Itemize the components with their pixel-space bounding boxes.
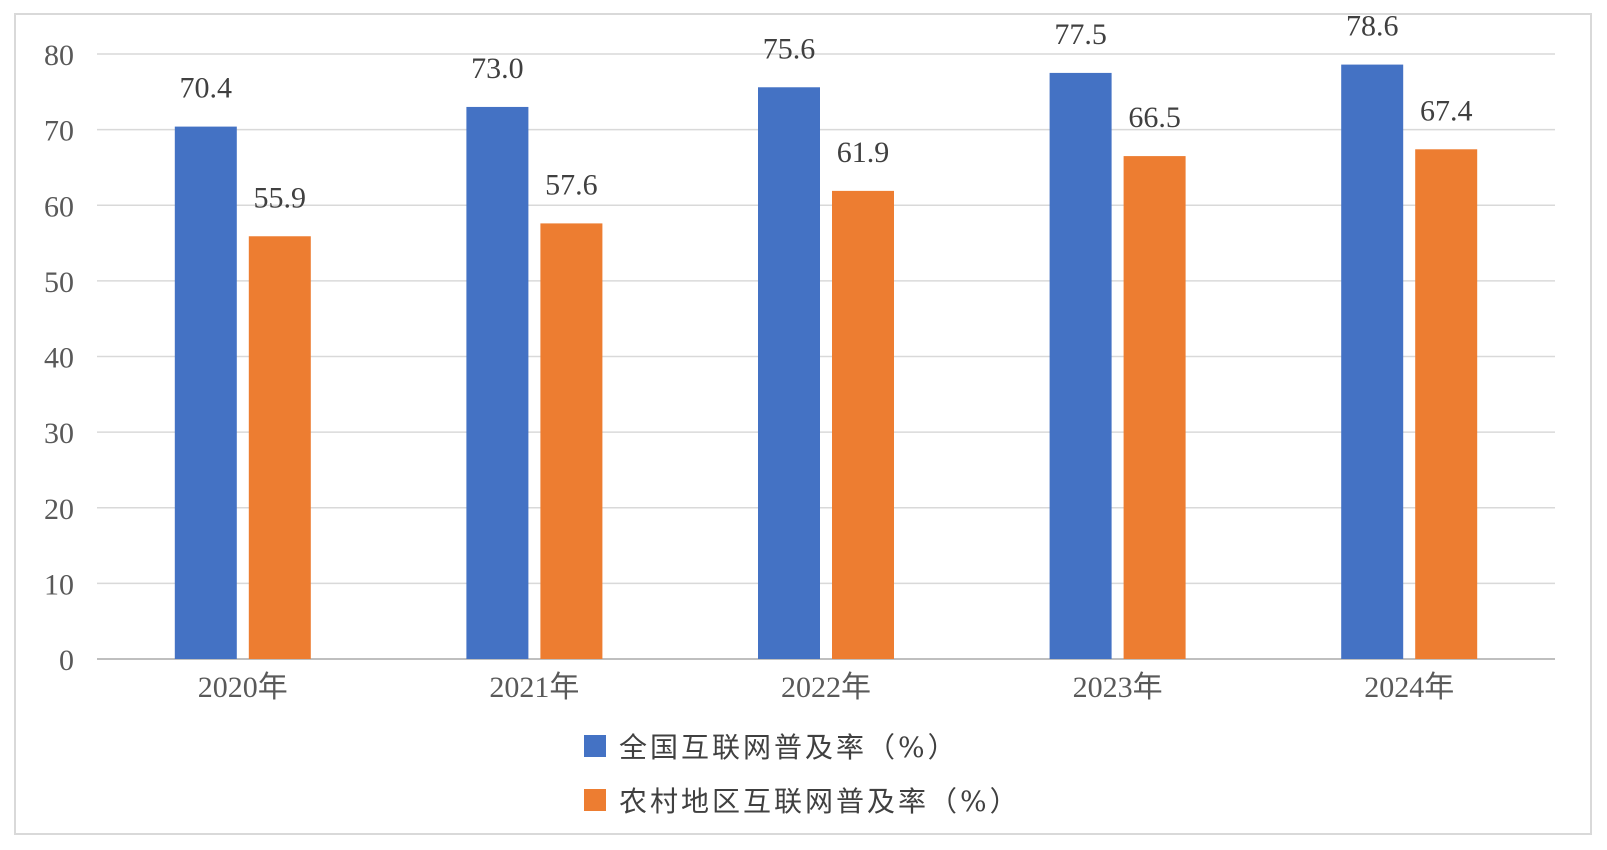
data-label: 77.5 <box>1054 18 1107 51</box>
y-tick-label: 20 <box>44 493 74 526</box>
x-tick-label: 2021年 <box>489 671 579 704</box>
data-label: 67.4 <box>1420 94 1473 127</box>
y-tick-label: 60 <box>44 190 74 223</box>
y-axis-tick-labels: 0 10 20 30 40 50 60 70 80 <box>44 39 74 677</box>
bar-rural <box>832 190 894 659</box>
legend: 全国互联网普及率（%） 农村地区互联网普及率（%） <box>584 731 1021 818</box>
bar-national <box>1049 72 1112 659</box>
x-tick-label: 2024年 <box>1364 671 1454 704</box>
y-tick-label: 10 <box>44 568 74 601</box>
y-tick-label: 30 <box>44 417 74 450</box>
data-label: 70.4 <box>180 72 233 105</box>
x-axis-tick-labels: 2020年 2021年 2022年 2023年 2024年 <box>198 671 1454 704</box>
x-tick-label: 2023年 <box>1073 671 1163 704</box>
bar-rural <box>248 236 311 659</box>
legend-label-national: 全国互联网普及率（%） <box>619 731 959 764</box>
x-tick-label: 2020年 <box>198 671 288 704</box>
x-tick-label: 2022年 <box>781 671 871 704</box>
data-label: 61.9 <box>837 136 890 169</box>
legend-swatch-rural <box>584 789 606 811</box>
bar-national <box>466 106 529 659</box>
data-label: 55.9 <box>254 181 307 214</box>
data-label: 75.6 <box>763 32 816 65</box>
y-tick-label: 80 <box>44 39 74 72</box>
data-label: 57.6 <box>545 168 598 201</box>
gridlines <box>97 53 1555 660</box>
data-label: 78.6 <box>1346 10 1399 43</box>
bar-national <box>1341 64 1404 659</box>
data-label: 73.0 <box>471 52 524 85</box>
bar-national <box>174 126 237 660</box>
bars <box>174 64 1478 660</box>
bar-rural <box>1123 156 1186 659</box>
bar-rural <box>1415 149 1478 659</box>
bar-national <box>758 87 820 659</box>
bar-rural <box>540 223 603 659</box>
y-tick-label: 40 <box>44 342 74 375</box>
y-tick-label: 70 <box>44 115 74 148</box>
data-label: 66.5 <box>1128 101 1181 134</box>
legend-swatch-national <box>584 735 606 757</box>
data-labels: 70.4 55.9 73.0 57.6 75.6 61.9 77.5 66.5 78.6 67.4 <box>180 10 1473 215</box>
legend-label-rural: 农村地区互联网普及率（%） <box>619 785 1021 818</box>
y-tick-label: 50 <box>44 266 74 299</box>
y-tick-label: 0 <box>59 644 74 677</box>
